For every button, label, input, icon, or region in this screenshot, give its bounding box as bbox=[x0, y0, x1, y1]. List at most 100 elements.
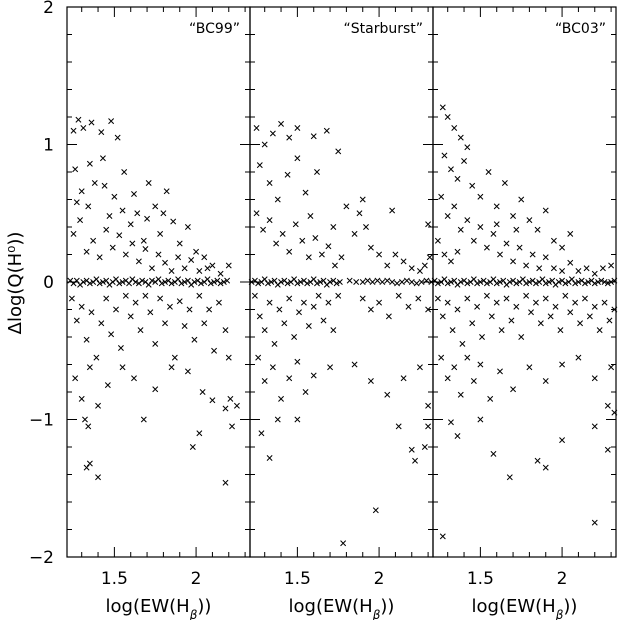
data-point bbox=[273, 240, 280, 247]
data-point bbox=[423, 277, 430, 284]
data-point bbox=[532, 280, 539, 287]
data-point bbox=[448, 258, 454, 265]
data-point bbox=[333, 280, 340, 287]
data-point bbox=[253, 125, 260, 131]
data-point bbox=[367, 306, 374, 313]
data-point bbox=[497, 368, 503, 375]
data-point bbox=[572, 299, 579, 306]
data-point bbox=[229, 423, 235, 430]
data-point bbox=[451, 125, 458, 131]
data-point bbox=[552, 303, 559, 310]
data-point bbox=[127, 313, 134, 320]
data-point bbox=[399, 279, 405, 285]
data-point bbox=[608, 364, 615, 371]
data-point bbox=[470, 276, 477, 283]
data-point bbox=[363, 224, 369, 230]
data-point bbox=[500, 277, 507, 284]
data-point bbox=[372, 507, 379, 514]
data-point bbox=[132, 279, 139, 285]
data-point bbox=[103, 295, 110, 302]
data-point bbox=[98, 129, 105, 136]
data-point bbox=[454, 306, 461, 313]
data-point bbox=[490, 230, 497, 237]
data-point bbox=[113, 276, 119, 283]
data-point bbox=[163, 188, 170, 195]
data-point bbox=[598, 277, 605, 284]
data-point bbox=[591, 303, 598, 310]
data-point bbox=[271, 277, 278, 284]
data-point bbox=[330, 224, 337, 230]
data-point bbox=[439, 533, 446, 540]
data-point bbox=[261, 327, 268, 334]
data-point bbox=[408, 279, 415, 285]
data-point bbox=[518, 334, 525, 340]
data-point bbox=[90, 237, 97, 244]
data-point bbox=[253, 210, 260, 217]
data-point bbox=[70, 127, 77, 134]
data-point bbox=[441, 276, 448, 283]
data-point bbox=[201, 320, 208, 327]
panels: 1.5 2 log(EW(Hβ)) “BC99” 1.5 2 log(EW(Hβ)) “Sta… bbox=[66, 6, 618, 620]
data-point bbox=[158, 280, 165, 287]
y-tick-label: −1 bbox=[29, 411, 54, 431]
data-point bbox=[196, 292, 203, 299]
data-point bbox=[96, 254, 103, 261]
data-point bbox=[400, 258, 407, 265]
data-point bbox=[469, 320, 476, 327]
data-point bbox=[300, 299, 307, 306]
data-point bbox=[359, 196, 366, 203]
data-point bbox=[408, 446, 415, 453]
data-point bbox=[258, 430, 265, 437]
data-point bbox=[464, 217, 471, 224]
data-point bbox=[611, 277, 618, 284]
data-point bbox=[542, 254, 549, 261]
data-point bbox=[415, 295, 422, 302]
data-point bbox=[152, 203, 159, 210]
data-point bbox=[421, 444, 428, 450]
x-tick-label: 2 bbox=[191, 569, 202, 589]
x-axis-label: log(EW(Hβ)) bbox=[289, 596, 395, 620]
x-axis-label: log(EW(Hβ)) bbox=[106, 596, 212, 620]
data-point bbox=[291, 334, 298, 340]
data-point bbox=[310, 276, 317, 283]
data-point bbox=[217, 280, 224, 287]
data-point bbox=[86, 160, 93, 167]
data-point bbox=[536, 265, 543, 272]
data-point bbox=[302, 389, 309, 395]
data-point bbox=[170, 218, 177, 225]
x-tick-label: 2 bbox=[374, 569, 385, 589]
data-point bbox=[86, 460, 93, 467]
data-point bbox=[269, 364, 276, 371]
data-point bbox=[126, 280, 133, 287]
data-point bbox=[171, 354, 178, 361]
data-point bbox=[513, 226, 520, 233]
data-point bbox=[320, 317, 327, 324]
data-point bbox=[389, 207, 396, 214]
data-point bbox=[454, 248, 461, 255]
data-point bbox=[559, 244, 566, 251]
data-point bbox=[464, 280, 471, 287]
data-point bbox=[73, 199, 80, 206]
data-point bbox=[503, 240, 510, 247]
data-point bbox=[261, 141, 268, 148]
data-point bbox=[454, 175, 461, 182]
data-point bbox=[454, 433, 461, 439]
data-point bbox=[274, 196, 281, 203]
data-point bbox=[191, 279, 198, 285]
data-point bbox=[111, 193, 118, 200]
data-point bbox=[604, 402, 611, 409]
data-point bbox=[567, 259, 574, 266]
data-point bbox=[508, 317, 515, 324]
data-point bbox=[477, 416, 484, 423]
data-point bbox=[582, 295, 588, 302]
data-point bbox=[416, 268, 423, 274]
data-point bbox=[75, 116, 82, 123]
data-point bbox=[224, 277, 231, 284]
data-point bbox=[116, 232, 123, 239]
data-point bbox=[201, 254, 208, 261]
data-point bbox=[278, 395, 284, 402]
data-point bbox=[421, 262, 428, 269]
data-point bbox=[178, 280, 185, 287]
data-point bbox=[367, 378, 374, 384]
